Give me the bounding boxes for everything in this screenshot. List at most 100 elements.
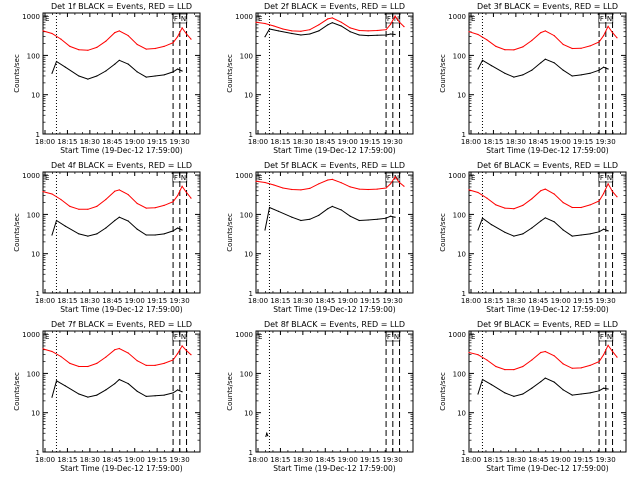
marker-label-e: E [258,333,262,341]
data-point-lld [398,21,401,23]
x-tick-label: 19:15 [147,138,167,146]
data-point-events [96,233,98,235]
data-point-events [154,395,156,397]
x-tick-label: 19:00 [338,456,358,464]
data-point-lld [327,179,329,181]
data-point-events [318,30,320,32]
x-tick-label: 19:00 [338,297,358,305]
data-point-events [522,393,524,395]
data-point-events [513,235,515,237]
data-point-lld [531,198,533,200]
data-point-lld [616,196,618,198]
marker-label-e: E [45,174,49,182]
data-point-events [504,72,506,74]
data-point-lld [185,191,188,194]
data-point-lld [504,369,506,371]
data-point-lld [300,189,302,191]
plot-frame [468,330,627,453]
data-point-events [105,227,107,229]
x-tick-label: 18:15 [57,297,77,305]
data-point-lld [349,186,351,188]
data-point-lld [255,180,257,182]
data-point-lld [60,355,62,358]
data-point-lld [349,27,351,29]
data-point-events [55,60,58,63]
data-point-events [603,66,605,68]
data-point-lld [114,349,116,351]
data-point-events [571,394,573,396]
data-point-lld [42,191,44,193]
data-point-lld [177,195,179,197]
data-point-lld [340,21,342,23]
marker-label-n: N [181,333,186,341]
data-point-lld [553,35,555,37]
data-point-events [105,70,107,72]
data-point-events [562,69,564,71]
data-point-lld [185,33,188,35]
data-point-lld [486,39,488,41]
y-tick-label: 100 [240,211,253,219]
data-point-lld [562,202,564,204]
data-point-lld [105,198,107,201]
data-point-lld [504,207,506,209]
plot-frame [468,171,627,294]
data-point-lld [611,350,614,353]
data-point-lld [291,30,293,32]
data-point-events [78,233,80,235]
data-point-lld [163,204,165,206]
x-axis-label: Start Time (19-Dec-12 17:59:00) [486,305,608,314]
x-tick-label: 19:15 [360,297,380,305]
x-tick-label: 19:30 [595,456,615,464]
data-point-events [562,229,564,231]
data-point-lld [181,185,183,187]
data-point-events [553,221,555,223]
series-line-events [51,59,183,80]
y-tick-label: 1 [249,290,253,298]
x-tick-label: 19:30 [382,456,402,464]
data-point-events [105,389,107,391]
data-point-lld [603,35,605,37]
data-point-events [154,75,156,77]
data-point-lld [580,206,582,209]
x-tick-label: 19:30 [382,138,402,146]
data-point-lld [309,187,311,189]
y-tick-label: 1 [36,449,40,457]
panel-det-7: Det 7f BLACK = Events, RED = LLD 1 10 100 10… [13,320,201,473]
data-point-events [531,69,533,71]
data-point-events [291,32,293,35]
y-tick-label: 100 [453,52,466,60]
data-point-lld [468,189,470,191]
data-point-lld [358,29,360,32]
x-tick-label: 18:45 [315,456,335,464]
data-point-events [562,389,564,391]
marker-label-f: F [600,333,604,341]
marker-label-e: E [471,333,475,341]
data-point-lld [598,361,600,363]
data-point-events [607,388,609,390]
y-tick-label: 1 [462,449,466,457]
x-axis-label: Start Time (19-Dec-12 17:59:00) [60,305,182,314]
panel-title: Det 6f BLACK = Events, RED = LLD [477,161,618,170]
y-tick-label: 1000 [22,13,40,21]
data-point-events [589,392,591,394]
data-point-lld [105,356,107,358]
data-point-events [145,395,147,397]
marker-label-e: E [258,15,262,23]
marker-label-box [598,13,614,24]
marker-label-n: N [394,333,399,341]
data-point-lld [571,367,573,369]
x-tick-label: 18:15 [483,456,503,464]
data-point-lld [589,45,591,47]
data-point-lld [477,354,479,356]
data-point-events [51,396,53,398]
x-tick-label: 19:00 [551,138,571,146]
data-point-lld [172,359,174,361]
data-point-lld [163,362,165,364]
plot-frame [42,12,201,135]
data-point-lld [331,178,333,180]
data-point-events [172,71,174,73]
data-point-events [78,393,80,395]
data-point-lld [327,18,329,20]
data-point-events [481,59,484,61]
data-point-lld [69,45,71,48]
